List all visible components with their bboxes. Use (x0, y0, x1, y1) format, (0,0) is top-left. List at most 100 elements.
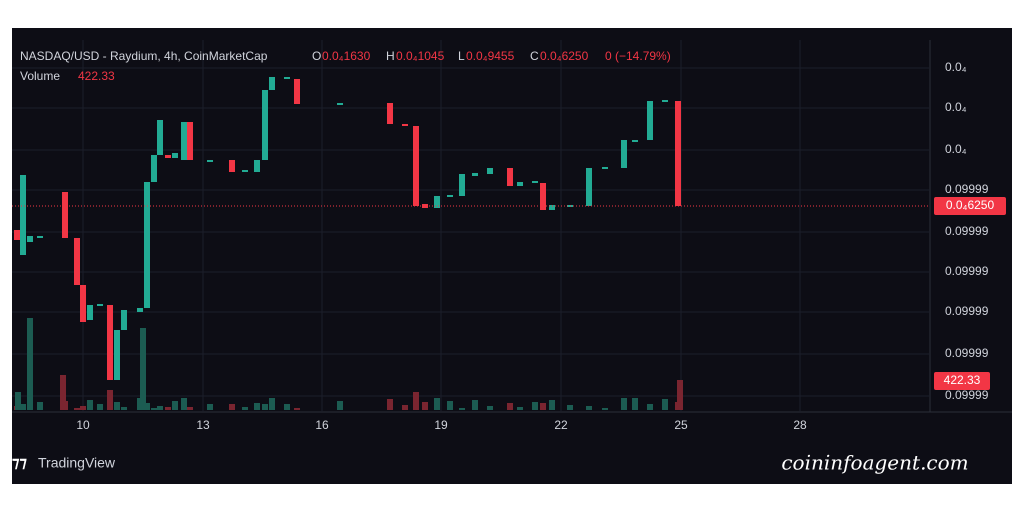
candle (413, 126, 419, 206)
y-tick-label: 0.09999 (945, 346, 989, 360)
volume-label: Volume (20, 69, 60, 83)
price-tag-bg (934, 197, 1006, 215)
volume-bar (262, 404, 268, 410)
volume-bar (187, 407, 193, 410)
candle (434, 196, 440, 208)
candle (269, 77, 275, 90)
y-tick-label: 0.0₄ (945, 60, 967, 74)
candle (647, 101, 653, 140)
volume-bar (37, 402, 43, 410)
candle (507, 168, 513, 186)
candle (262, 90, 268, 160)
candle (62, 192, 68, 238)
candle (254, 160, 260, 172)
volume-bar (294, 408, 300, 410)
candle (144, 182, 150, 308)
volume-bar (140, 328, 146, 410)
candle (632, 140, 638, 142)
candle (517, 182, 523, 186)
volume-bar (20, 404, 26, 410)
volume-bar (74, 408, 80, 410)
volume-bar (60, 375, 66, 410)
volume-bar (586, 406, 592, 410)
volume-bar (459, 408, 465, 410)
candle (151, 155, 157, 182)
volume-bar (602, 408, 608, 410)
candle (586, 168, 592, 206)
candle (549, 205, 555, 210)
x-tick-label: 22 (554, 418, 568, 432)
candle (487, 168, 493, 174)
candle (80, 285, 86, 322)
l-label: L (458, 49, 465, 63)
candle (172, 153, 178, 158)
candle (540, 183, 546, 210)
volume-bar (632, 398, 638, 410)
volume-bar (413, 392, 419, 410)
y-tick-label: 0.09999 (945, 182, 989, 196)
price-tag: 0.0₄6250 (946, 198, 995, 212)
o-label: O (312, 49, 321, 63)
candle (422, 204, 428, 208)
y-tick-label: 0.09999 (945, 388, 989, 402)
candle (229, 160, 235, 172)
candle (459, 174, 465, 196)
volume-bar (254, 403, 260, 410)
volume-bar (121, 407, 127, 410)
volume-bar (647, 404, 653, 410)
x-tick-label: 10 (76, 418, 90, 432)
volume-bar (80, 406, 86, 410)
volume-bar (532, 402, 538, 410)
x-tick-label: 16 (315, 418, 329, 432)
volume-bar (662, 399, 668, 410)
candle (294, 79, 300, 104)
candle (74, 238, 80, 285)
volume-bar (229, 404, 235, 410)
candle (242, 170, 248, 172)
y-tick-label: 0.09999 (945, 304, 989, 318)
volume-bar (540, 403, 546, 410)
volume-bar (422, 402, 428, 410)
volume-bar (207, 404, 213, 410)
volume-bar (337, 401, 343, 410)
volume-bar (172, 401, 178, 410)
volume-bar (387, 399, 393, 410)
candle (87, 305, 93, 320)
candle (675, 101, 681, 206)
candle (387, 103, 393, 124)
panel (12, 28, 1012, 484)
volume-bar (487, 406, 493, 410)
candle (207, 160, 213, 162)
volume-bar (567, 405, 573, 410)
volume-bar (507, 403, 513, 410)
tv-logo: ⁊⁊ (12, 454, 27, 471)
candle (337, 103, 343, 105)
volume-bar (447, 401, 453, 410)
volume-bar (621, 398, 627, 410)
candle (284, 77, 290, 79)
candle (472, 173, 478, 176)
x-tick-label: 13 (196, 418, 210, 432)
candle (532, 181, 538, 183)
x-tick-label: 25 (674, 418, 688, 432)
volume-bar (151, 408, 157, 410)
brand: TradingView (38, 455, 116, 471)
volume-bar (472, 400, 478, 410)
watermark: coininfoagent.com (781, 451, 968, 475)
volume: 422.33 (78, 69, 115, 83)
volume-bar (434, 398, 440, 410)
volume-bar (87, 400, 93, 410)
volume-bar (107, 390, 113, 410)
volume-bar (97, 404, 103, 410)
x-tick-label: 19 (434, 418, 448, 432)
y-tick-label: 0.0₄ (945, 100, 967, 114)
symbol: NASDAQ/USD - Raydium, 4h, CoinMarketCap (20, 49, 268, 63)
volume-bar (549, 400, 555, 410)
volume-bar (677, 380, 683, 410)
volume-bar (144, 403, 150, 410)
c-label: C (530, 49, 539, 63)
candle (20, 175, 26, 255)
candle (121, 310, 127, 330)
close: 0.0₄6250 (540, 49, 589, 63)
candle (14, 230, 20, 240)
